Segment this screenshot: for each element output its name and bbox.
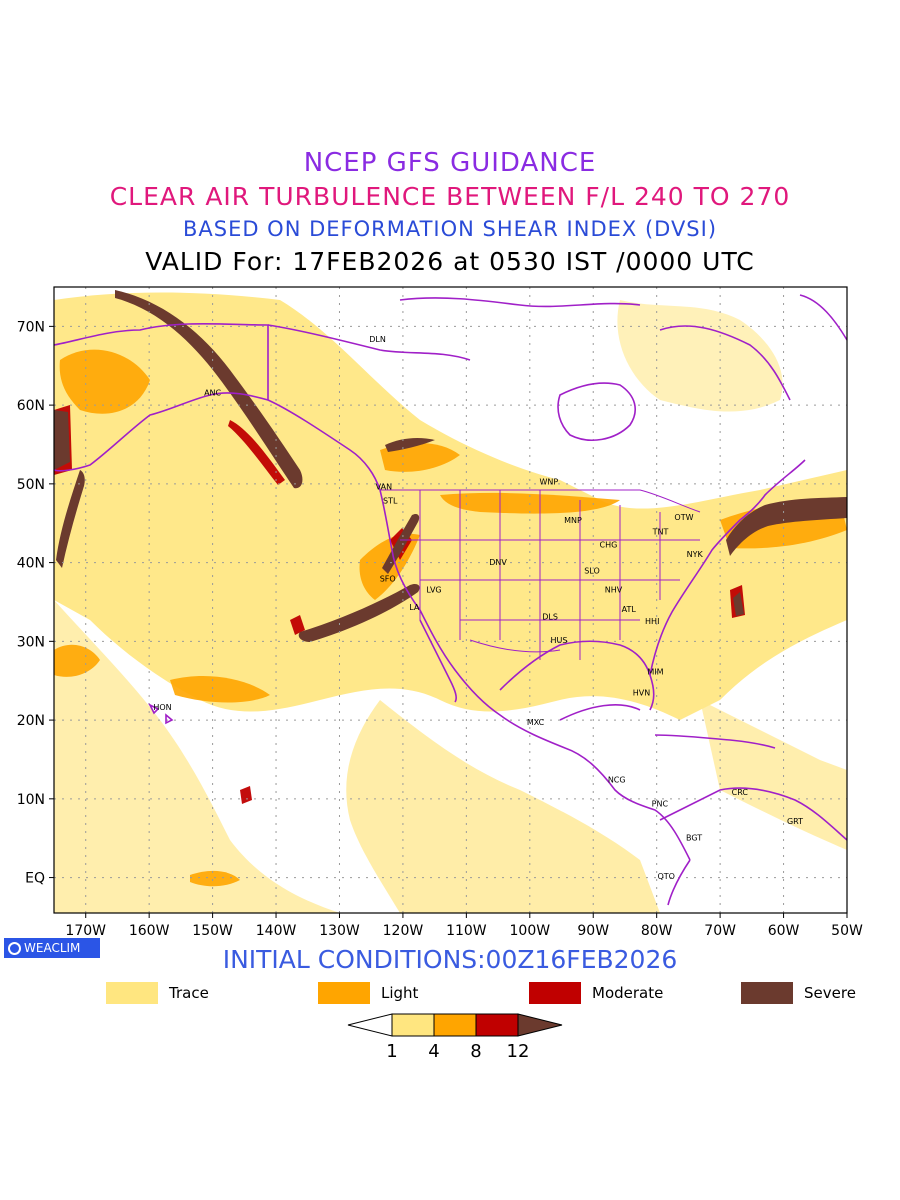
city-label: NHV	[605, 586, 623, 595]
lon-label: 140W	[256, 923, 297, 939]
city-label: QTO	[657, 872, 674, 881]
lat-label: 60N	[17, 398, 45, 414]
city-label: SFO	[380, 574, 396, 583]
lon-label: 160W	[129, 923, 170, 939]
city-label: LVG	[426, 586, 441, 595]
lon-label: 120W	[383, 923, 424, 939]
legend-item-trace: Trace	[106, 982, 209, 1004]
map-frame	[53, 286, 848, 914]
turbulence-field	[54, 290, 847, 913]
legend-item-severe: Severe	[741, 982, 856, 1004]
weaclim-logo-text: WEACLIM	[24, 941, 81, 955]
lat-label: 70N	[17, 319, 45, 335]
legend-swatch-severe	[741, 982, 793, 1004]
city-label: DNV	[489, 558, 507, 567]
coastlines	[54, 294, 847, 906]
lon-label: 50W	[831, 923, 863, 939]
lon-label: 70W	[704, 923, 736, 939]
axis-ticks	[49, 325, 848, 918]
lat-label: 20N	[17, 713, 45, 729]
lon-label: 90W	[577, 923, 609, 939]
title-line-4: VALID For: 17FEB2026 at 0530 IST /0000 U…	[145, 247, 755, 276]
weaclim-logo-icon	[8, 941, 21, 955]
severe-areas	[54, 290, 847, 642]
map-gridlines	[54, 287, 847, 913]
city-label: SLO	[584, 567, 600, 576]
lat-label: EQ	[25, 871, 45, 887]
lon-label: 150W	[192, 923, 233, 939]
lon-label: 60W	[768, 923, 800, 939]
lon-label: 130W	[319, 923, 360, 939]
city-label: CRC	[732, 788, 749, 797]
legend-label-trace: Trace	[169, 984, 209, 1002]
political-borders	[380, 489, 701, 660]
city-label: LA	[409, 603, 420, 612]
city-label: CHG	[600, 541, 618, 550]
lon-label: 170W	[65, 923, 106, 939]
initial-conditions: INITIAL CONDITIONS:00Z16FEB2026	[222, 945, 678, 974]
lat-label: 30N	[17, 634, 45, 650]
city-label: OTW	[674, 513, 693, 522]
city-label: NYK	[687, 550, 704, 559]
lat-label: 40N	[17, 556, 45, 572]
city-label: MIM	[647, 667, 663, 676]
city-label: DLS	[542, 612, 558, 621]
city-label: HVN	[633, 689, 650, 698]
trace-areas	[54, 292, 847, 913]
weaclim-logo: WEACLIM	[4, 938, 100, 958]
lat-label: 10N	[17, 792, 45, 808]
legend-swatch-light	[318, 982, 370, 1004]
city-label: TNT	[652, 527, 669, 536]
city-label: BGT	[686, 834, 702, 843]
legend-swatch-moderate	[529, 982, 581, 1004]
legend-item-light: Light	[318, 982, 418, 1004]
legend-label-moderate: Moderate	[592, 984, 664, 1002]
city-label: HHI	[645, 617, 659, 626]
lon-label: 80W	[641, 923, 673, 939]
city-label: ATL	[622, 605, 637, 614]
city-label: MXC	[527, 718, 545, 727]
city-label: STL	[383, 497, 398, 506]
city-label: HON	[153, 703, 171, 712]
city-label: DLN	[369, 335, 386, 344]
title-line-3: BASED ON DEFORMATION SHEAR INDEX (DVSI)	[182, 217, 718, 241]
city-label: WNP	[539, 478, 558, 487]
legend-item-moderate: Moderate	[529, 982, 663, 1004]
lon-label: 110W	[446, 923, 487, 939]
title-line-1: NCEP GFS GUIDANCE	[303, 148, 597, 178]
city-label: GRT	[787, 817, 803, 826]
city-label: VAN	[376, 482, 392, 491]
legend-label-severe: Severe	[804, 984, 856, 1002]
city-label: ANC	[204, 389, 221, 398]
legend-label-light: Light	[381, 984, 419, 1002]
lon-label: 100W	[510, 923, 551, 939]
longitude-labels: 170W 160W 150W 140W 130W 120W 110W 100W 90W 80W 70…	[65, 923, 863, 939]
legend-swatch-trace	[106, 982, 158, 1004]
lat-label: 50N	[17, 477, 45, 493]
latitude-labels: EQ 10N 20N 30N 40N 50N 60N 70N	[17, 319, 45, 886]
city-label: NCG	[608, 775, 626, 784]
city-label: MNP	[564, 516, 582, 525]
city-label: HUS	[551, 636, 568, 645]
city-label: PNC	[652, 800, 669, 809]
city-labels: DLN ANC VAN STL WNP OTW TNT MNP CHG NYK DNV SLO SFO L…	[153, 335, 803, 881]
title-line-2: CLEAR AIR TURBULENCE BETWEEN F/L 240 TO …	[109, 182, 791, 211]
